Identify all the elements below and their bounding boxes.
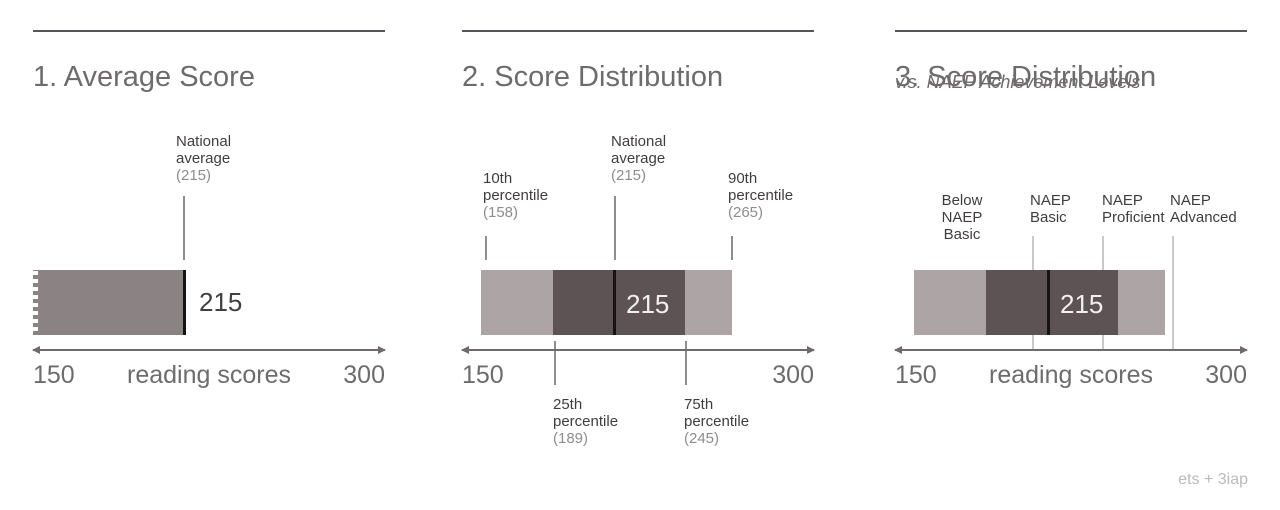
chart-title: 1. Average Score	[33, 61, 255, 94]
annotation-p75: 75th percentile (245)	[684, 396, 768, 447]
distribution-segment-p25-p75	[553, 270, 685, 335]
distribution-segment-p10-p25	[914, 270, 986, 335]
x-axis	[32, 346, 386, 353]
average-marker-line	[613, 270, 616, 335]
average-value-label: 215	[199, 287, 243, 317]
cutline-naep-advanced	[1172, 236, 1174, 349]
distribution-segment-p10-p25	[481, 270, 553, 335]
annotation-value: (215)	[611, 167, 647, 184]
chart-score-distribution: 2. Score Distribution 10th percentile (1…	[461, 0, 815, 510]
title-rule	[462, 30, 814, 32]
annotation-name: National average	[611, 133, 667, 167]
annotation-name: 25th percentile	[553, 396, 619, 430]
axis-min-label: 150	[895, 361, 937, 389]
annotation-p25: 25th percentile (189)	[553, 396, 637, 447]
title-rule	[33, 30, 385, 32]
annotation-p90: 90th percentile (265)	[728, 170, 812, 221]
level-label-advanced: NAEP Advanced	[1170, 192, 1237, 226]
distribution-segment-p25-p75	[986, 270, 1118, 335]
annotation-value: (189)	[553, 430, 589, 447]
average-marker-line	[1047, 270, 1050, 335]
p10-leader-line	[485, 236, 487, 260]
x-axis	[461, 346, 815, 353]
annotation-value: (245)	[684, 430, 720, 447]
axis-title: reading scores	[989, 361, 1153, 389]
title-rule	[895, 30, 1247, 32]
chart-title: 3. Score Distribution	[895, 61, 1157, 94]
level-label-proficient: NAEP Proficient	[1102, 192, 1165, 226]
axis-max-label: 300	[1205, 361, 1247, 389]
chart-average-score: 1. Average Score National average (215) …	[32, 0, 386, 510]
annotation-p10: 10th percentile (158)	[483, 170, 567, 221]
credit-text: ets + 3iap	[1178, 471, 1248, 488]
distribution-segment-p75-p90	[685, 270, 732, 335]
chart-score-distribution-vs-naep: 3. Score Distribution v.s. NAEP Achievem…	[894, 0, 1248, 510]
annotation-name: 75th percentile	[684, 396, 750, 430]
annotation-national-average: National average (215)	[176, 133, 260, 184]
chart-title: 2. Score Distribution	[462, 61, 724, 94]
axis-max-label: 300	[772, 361, 814, 389]
level-label-below-basic: Below NAEP Basic	[941, 192, 983, 243]
annotation-value: (215)	[176, 167, 212, 184]
axis-min-label: 150	[462, 361, 504, 389]
annotation-national-average: National average (215)	[611, 133, 695, 184]
annotation-name: 90th percentile	[728, 170, 794, 204]
annotation-leader-line	[183, 196, 185, 260]
distribution-segment-p75-p90	[1118, 270, 1165, 335]
average-value-label: 215	[626, 289, 670, 319]
x-axis	[894, 346, 1248, 353]
annotation-value: (265)	[728, 204, 764, 221]
average-score-bar	[33, 270, 186, 335]
annotation-value: (158)	[483, 204, 519, 221]
axis-min-label: 150	[33, 361, 75, 389]
average-value-label: 215	[1060, 289, 1104, 319]
chart-subtitle: v.s. NAEP Achievement Levels	[895, 72, 1141, 92]
annotation-name: 10th percentile	[483, 170, 549, 204]
average-marker-line	[183, 270, 186, 335]
p25-leader-line	[554, 341, 556, 385]
p75-leader-line	[685, 341, 687, 385]
annotation-name: National average	[176, 133, 232, 167]
axis-title: reading scores	[127, 361, 291, 389]
axis-max-label: 300	[343, 361, 385, 389]
average-leader-line	[614, 196, 616, 260]
level-label-basic: NAEP Basic	[1030, 192, 1071, 226]
p90-leader-line	[731, 236, 733, 260]
